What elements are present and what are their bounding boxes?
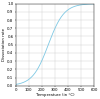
X-axis label: Temperature (in °C): Temperature (in °C) [36, 93, 74, 97]
Y-axis label: Dissociation rate: Dissociation rate [2, 28, 6, 61]
